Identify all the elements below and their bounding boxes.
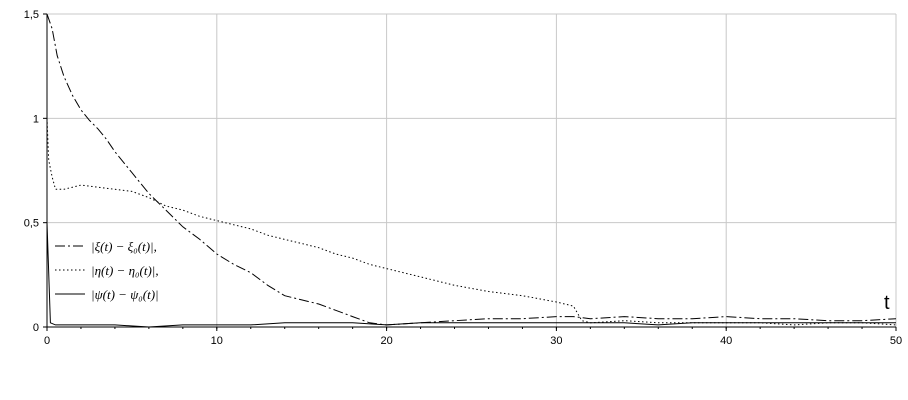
y-tick-label: 0,5 xyxy=(24,218,39,230)
x-tick-label: 40 xyxy=(720,335,732,347)
legend: |ξ(t) − ξ₀(t)|, |η(t) − η₀(t)|, |ψ(t) − ψ₀… xyxy=(55,239,159,302)
x-tick-label: 50 xyxy=(890,335,902,347)
axes xyxy=(43,13,897,331)
x-tick-label: 20 xyxy=(380,335,392,347)
tick-labels: 0 10 20 30 40 50 0 0,5 1 1,5 xyxy=(24,9,902,347)
x-axis-label: t xyxy=(884,292,890,314)
y-tick-label: 0 xyxy=(33,322,39,334)
series-line-3 xyxy=(46,222,896,328)
series-line-2 xyxy=(46,118,897,326)
x-tick-label: 30 xyxy=(550,335,562,347)
legend-label-3: |ψ(t) − ψ₀(t)| xyxy=(91,287,159,302)
series-line-1 xyxy=(46,13,897,326)
legend-label-1: |ξ(t) − ξ₀(t)|, xyxy=(91,239,157,254)
y-tick-label: 1,5 xyxy=(24,9,39,21)
x-tick-label: 10 xyxy=(211,335,223,347)
y-tick-label: 1 xyxy=(33,113,39,125)
grid-lines xyxy=(47,13,897,327)
x-tick-label: 0 xyxy=(44,335,50,347)
series-group xyxy=(46,13,897,328)
legend-label-2: |η(t) − η₀(t)|, xyxy=(91,263,159,278)
